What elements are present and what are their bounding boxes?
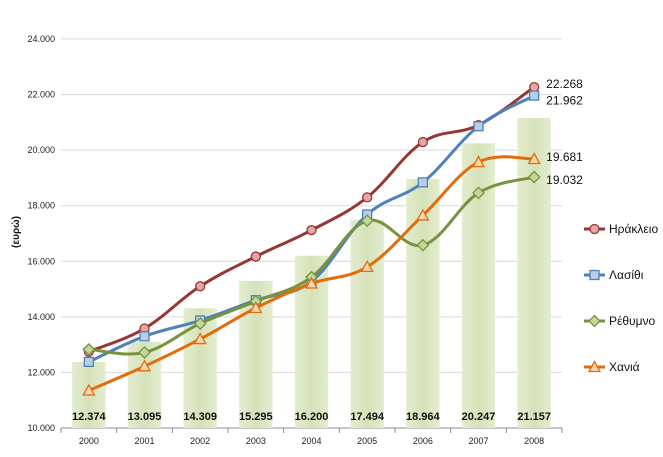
series-point xyxy=(82,342,96,356)
series-end-label: 21.962 xyxy=(546,94,583,108)
data-labels: 12.374 13.095 14.309 15.295 16.200 17.494 18.9… xyxy=(72,77,583,423)
series-point xyxy=(529,81,540,93)
legend-marker xyxy=(589,223,600,235)
x-tick-label: 2005 xyxy=(357,436,377,446)
series-point xyxy=(471,155,486,168)
bar-value-label: 15.295 xyxy=(239,411,273,423)
y-tick-label: 20.000 xyxy=(27,145,55,155)
series-point xyxy=(472,186,485,200)
series-point xyxy=(137,359,152,372)
series-point xyxy=(417,136,428,148)
x-tick-label: 2004 xyxy=(301,436,321,446)
x-tick-label: 2001 xyxy=(134,436,154,446)
series-point xyxy=(250,251,261,262)
x-tick-label: 2008 xyxy=(524,436,544,446)
x-tick-label: 2007 xyxy=(468,436,488,446)
series-point xyxy=(416,208,430,221)
y-tick-label: 18.000 xyxy=(27,201,55,211)
series-end-label: 22.268 xyxy=(546,77,583,91)
y-tick-label: 22.000 xyxy=(27,90,55,100)
legend-label: Χανιά xyxy=(609,360,640,374)
y-tick-label: 24.000 xyxy=(27,34,55,44)
legend-label: Ρέθυμνο xyxy=(609,314,656,328)
series-line xyxy=(88,175,535,356)
bar-value-label: 18.964 xyxy=(406,411,441,423)
legend-label: Λασίθι xyxy=(609,268,644,282)
series-point xyxy=(193,332,207,345)
series-point xyxy=(473,121,484,132)
bar-value-label: 20.247 xyxy=(462,411,496,423)
bar-value-label: 16.200 xyxy=(295,411,329,423)
series-end-label: 19.032 xyxy=(546,173,583,187)
series-lines xyxy=(82,81,541,396)
bar-value-label: 21.157 xyxy=(517,411,551,423)
legend-marker xyxy=(589,269,600,281)
series-point xyxy=(360,214,374,228)
series-point xyxy=(417,177,428,188)
legend-marker xyxy=(588,314,601,328)
x-tick-label: 2002 xyxy=(190,436,210,446)
series-point xyxy=(138,346,151,359)
x-tick-label: 2000 xyxy=(79,436,99,446)
series-point xyxy=(193,317,207,330)
axes: 10.000 12.000 14.000 16.000 18.000 20.000 22.0… xyxy=(27,34,563,446)
series-point xyxy=(83,356,94,368)
bar xyxy=(517,117,551,429)
series-point xyxy=(527,152,541,165)
bar-value-label: 12.374 xyxy=(72,411,107,423)
series-point xyxy=(306,225,317,236)
series-point xyxy=(304,276,319,289)
series-point xyxy=(195,281,206,292)
bar-value-label: 17.494 xyxy=(350,411,385,423)
y-tick-label: 16.000 xyxy=(27,256,55,266)
legend: Ηράκλειο Λασίθι Ρέθυμνο Χανιά xyxy=(584,222,658,374)
series-point xyxy=(529,90,540,101)
y-axis-title: (ευρώ) xyxy=(11,216,22,248)
y-tick-label: 10.000 xyxy=(27,423,55,433)
legend-marker xyxy=(587,360,602,373)
bar-value-label: 13.095 xyxy=(128,411,162,423)
y-tick-label: 14.000 xyxy=(27,312,55,322)
x-tick-label: 2003 xyxy=(246,436,266,446)
legend-label: Ηράκλειο xyxy=(609,222,658,236)
series-point xyxy=(360,259,374,272)
series-point xyxy=(416,238,430,252)
series-point xyxy=(82,383,96,396)
series-point xyxy=(139,331,150,342)
series-end-label: 19.681 xyxy=(546,150,583,164)
series-point xyxy=(527,170,541,184)
series-point xyxy=(362,192,373,203)
bar-value-label: 14.309 xyxy=(183,411,217,423)
series-point xyxy=(249,301,263,314)
bar xyxy=(350,219,384,428)
y-tick-label: 12.000 xyxy=(27,367,55,377)
bars xyxy=(72,117,551,429)
x-tick-label: 2006 xyxy=(413,436,433,446)
series-line xyxy=(88,94,535,364)
